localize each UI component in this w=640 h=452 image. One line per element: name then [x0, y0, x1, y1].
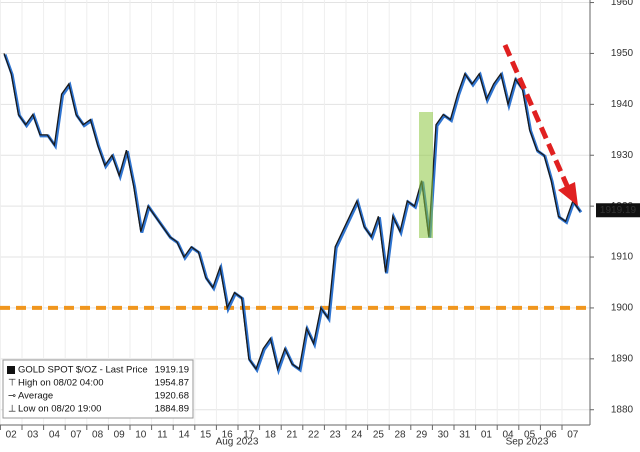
legend: GOLD SPOT $/OZ - Last Price 1919.19 ⊤ Hi… — [2, 359, 194, 419]
x-tick-label: 05 — [524, 430, 536, 441]
x-tick-label: 17 — [243, 430, 255, 441]
legend-swatch — [7, 366, 15, 374]
x-tick-label: 10 — [135, 430, 147, 441]
x-tick-label: 16 — [222, 430, 234, 441]
month-label: Aug 2023 — [216, 437, 259, 447]
stat-label: High on 08/02 04:00 — [18, 378, 104, 389]
trend-arrow — [502, 43, 571, 190]
legend-label: GOLD SPOT $/OZ - Last Price — [18, 365, 148, 376]
x-tick-label: 14 — [178, 430, 190, 441]
x-tick-label: 18 — [265, 430, 277, 441]
x-tick-label: 08 — [92, 430, 104, 441]
x-tick-label: 21 — [286, 430, 298, 441]
legend-box — [2, 359, 194, 419]
y-tick-label: 1940 — [611, 99, 634, 110]
stat-label: Average — [18, 391, 53, 402]
x-tick-label: 01 — [481, 430, 493, 441]
y-tick-label: 1900 — [611, 303, 634, 314]
x-tick-label: 03 — [27, 430, 39, 441]
x-tick-label: 28 — [394, 430, 406, 441]
legend-icon: ⊤ — [8, 378, 16, 389]
last-price-label: 1919.19 — [600, 205, 637, 216]
x-tick-label: 24 — [351, 430, 363, 441]
x-tick-label: 22 — [308, 430, 320, 441]
last-price-box — [596, 203, 640, 218]
x-tick-label: 07 — [567, 430, 579, 441]
x-tick-label: 09 — [114, 430, 126, 441]
x-tick-label: 04 — [49, 430, 61, 441]
y-tick-label: 1910 — [611, 252, 634, 263]
x-tick-label: 06 — [546, 430, 558, 441]
stat-label: Low on 08/20 19:00 — [18, 404, 101, 415]
x-tick-label: 04 — [502, 430, 514, 441]
x-tick-label: 07 — [70, 430, 82, 441]
highlight-box — [419, 112, 433, 238]
legend-icon: ⊸ — [8, 391, 16, 402]
x-tick-label: 25 — [373, 430, 385, 441]
month-label: Sep 2023 — [506, 437, 549, 447]
y-tick-label: 1930 — [611, 150, 634, 161]
x-tick-label: 31 — [459, 430, 471, 441]
line — [3, 53, 581, 372]
x-tick-label: 02 — [6, 430, 18, 441]
y-tick-label: 1880 — [611, 404, 634, 415]
x-tick-label: 29 — [416, 430, 428, 441]
stat-value: 1884.89 — [155, 404, 189, 415]
y-tick-label: 1950 — [611, 48, 634, 59]
y-tick-label: 1890 — [611, 353, 634, 364]
legend-icon: ⊥ — [8, 404, 16, 415]
stat-value: 1954.87 — [155, 378, 189, 389]
x-tick-label: 30 — [438, 430, 450, 441]
x-tick-label: 11 — [157, 430, 168, 441]
x-tick-label: 23 — [330, 430, 342, 441]
stat-value: 1920.68 — [155, 391, 189, 402]
legend-value: 1919.19 — [155, 365, 189, 376]
y-tick-label: 1960 — [611, 0, 634, 8]
plot-area — [0, 0, 590, 425]
x-tick-label: 15 — [200, 430, 212, 441]
marks — [0, 53, 590, 376]
grid — [0, 0, 590, 425]
arrow-head — [558, 182, 578, 206]
